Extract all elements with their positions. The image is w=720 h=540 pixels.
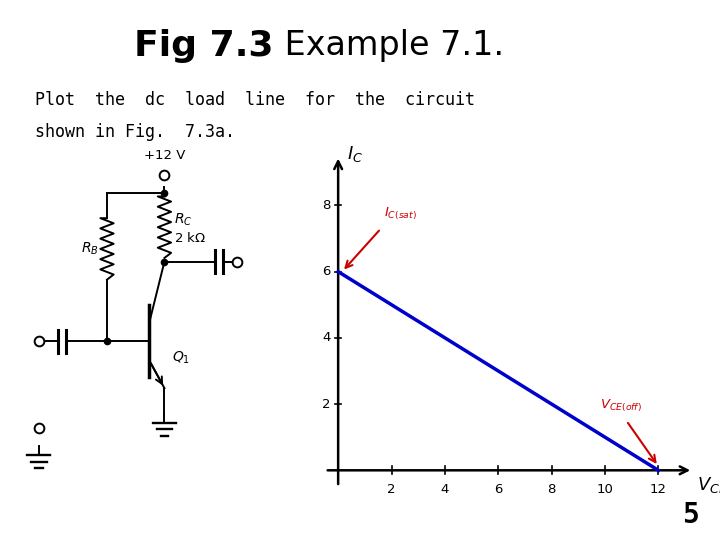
Text: 8: 8	[323, 199, 330, 212]
Text: +12 V: +12 V	[144, 149, 185, 162]
Text: 4: 4	[323, 332, 330, 345]
Text: Example 7.1.: Example 7.1.	[274, 29, 504, 63]
Text: 6: 6	[323, 265, 330, 278]
Text: $Q_1$: $Q_1$	[172, 349, 190, 366]
Text: Plot  the  dc  load  line  for  the  circuit: Plot the dc load line for the circuit	[35, 91, 475, 109]
Text: 2: 2	[387, 483, 396, 496]
Text: 2 k$\Omega$: 2 k$\Omega$	[174, 231, 206, 245]
Text: 6: 6	[494, 483, 503, 496]
Text: Fig 7.3: Fig 7.3	[134, 29, 274, 63]
Text: 5: 5	[682, 501, 698, 529]
Text: $I_C$: $I_C$	[348, 144, 364, 164]
Text: 4: 4	[441, 483, 449, 496]
Text: 8: 8	[547, 483, 556, 496]
Text: $V_{CE(off)}$: $V_{CE(off)}$	[600, 397, 642, 414]
Text: $V_{CE}$: $V_{CE}$	[697, 475, 720, 495]
Text: 12: 12	[650, 483, 667, 496]
Text: 2: 2	[322, 397, 330, 410]
Text: 10: 10	[597, 483, 613, 496]
Text: $R_C$: $R_C$	[174, 212, 192, 228]
Text: shown in Fig.  7.3a.: shown in Fig. 7.3a.	[35, 123, 235, 140]
Text: $R_B$: $R_B$	[81, 241, 99, 257]
Text: $I_{C(sat)}$: $I_{C(sat)}$	[384, 206, 416, 222]
